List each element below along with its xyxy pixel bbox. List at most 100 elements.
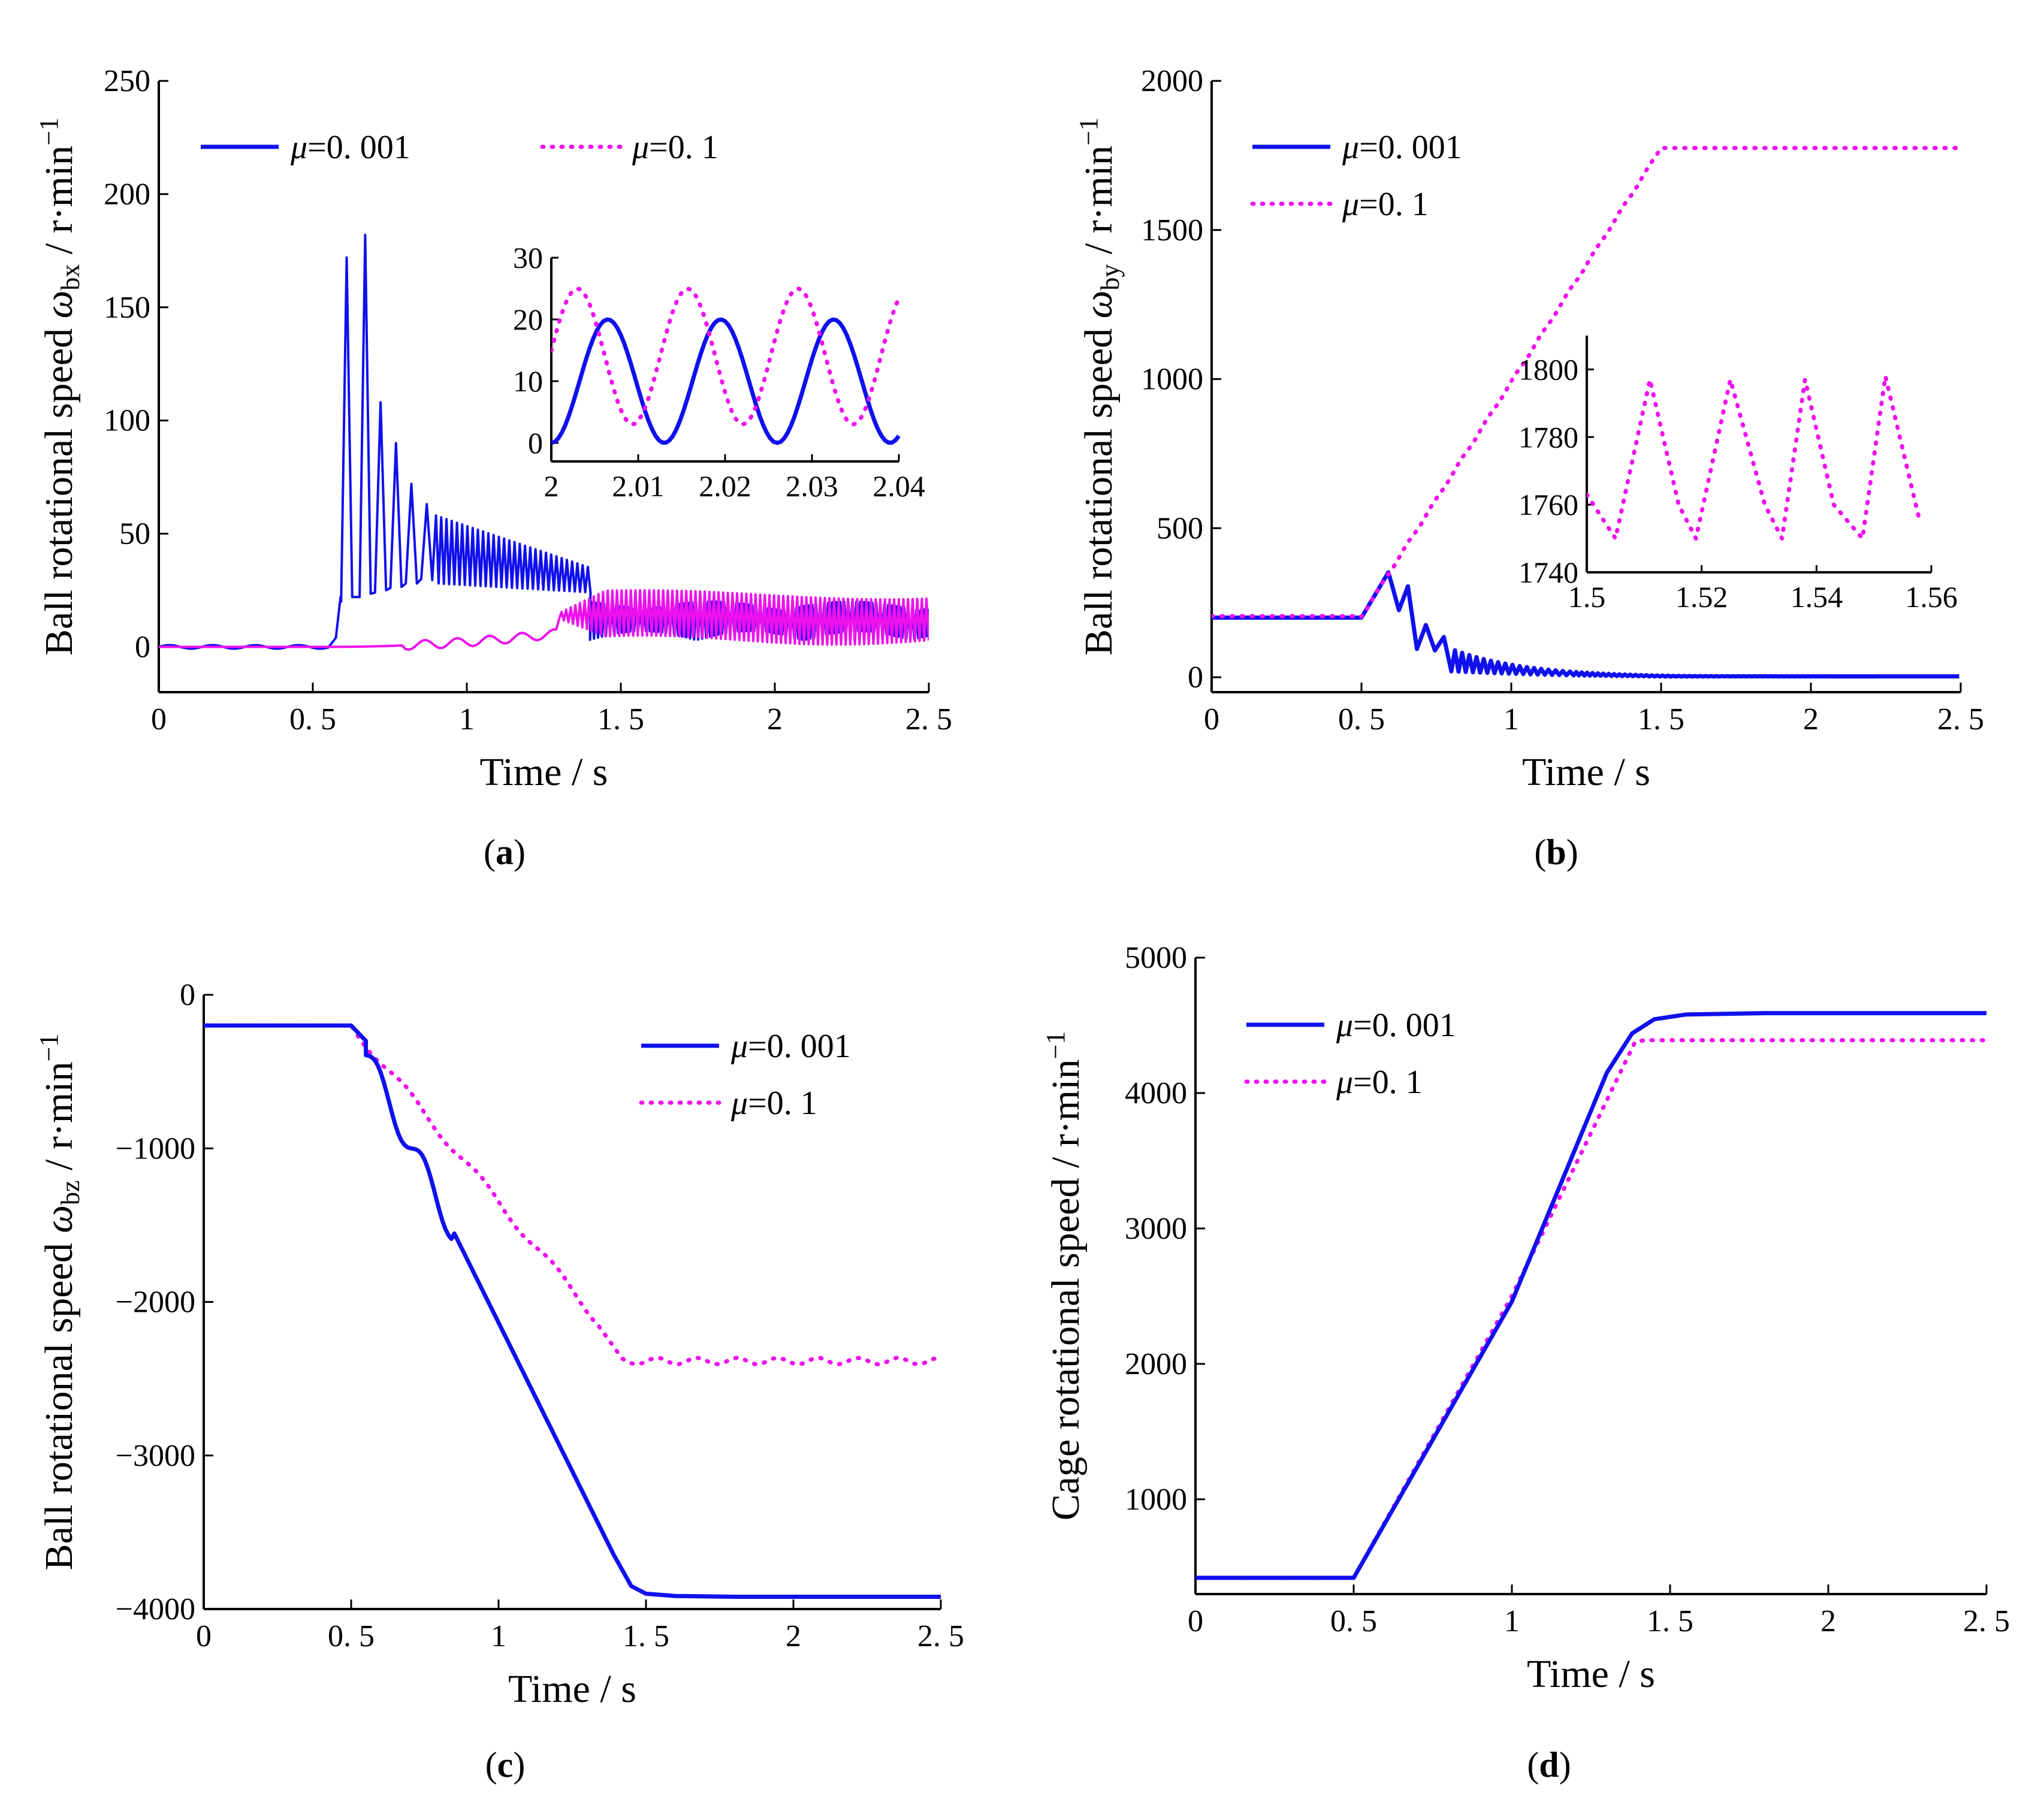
legend-mu-0-001-label: μ=0. 001: [1342, 129, 1462, 166]
panel-label: (a): [484, 832, 526, 872]
panel-d-y-tick-label: 5000: [1125, 941, 1187, 975]
inset-x-tick-label: 1.52: [1675, 580, 1728, 614]
inset-x-tick-label: 2.01: [612, 469, 665, 503]
series-mu-0-1-line: [1212, 146, 1961, 619]
inset-series-mu-0-1-line: [551, 286, 901, 427]
inset-plot-area: [551, 286, 901, 445]
panel-c-x-tick-label: 0. 5: [328, 1619, 375, 1653]
y-axis-label: Cage rotational speed / r·min−1: [1041, 1031, 1088, 1521]
x-axis-label: Time / s: [480, 750, 608, 794]
inset-background: [1587, 336, 1931, 572]
x-axis-label: Time / s: [508, 1667, 636, 1711]
panel-d-x-tick-label: 0. 5: [1330, 1604, 1377, 1638]
panel-c-x-tick-label: 1. 5: [623, 1619, 669, 1653]
inset: 2 2.01 2.02 2.03 2.04 0 10 20 30: [513, 241, 925, 503]
panel-d-x-tick-label: 2: [1820, 1604, 1836, 1638]
panel-d-x-tick-label: 0: [1188, 1604, 1203, 1638]
panel-a-plot-area: [159, 233, 929, 651]
legend-mu-0-1-label: μ=0. 1: [1342, 186, 1429, 223]
panel-a-y-tick-label: 250: [104, 64, 150, 98]
panel-c-y-tick-label: −1000: [116, 1131, 195, 1166]
panel-d-y-tick-label: 3000: [1125, 1212, 1187, 1246]
panel-d-x-tick-label: 1. 5: [1647, 1604, 1693, 1638]
panel-b: 0 0. 5 1 1. 5 2 2. 5 0 500 1000 1500 2000 Time / s B…: [1074, 64, 1984, 872]
series-mu-0-1-line: [204, 1023, 940, 1367]
panel-b-y-tick-label: 2000: [1141, 64, 1203, 98]
inset-series-mu-0-001-line: [551, 317, 901, 445]
panel-b-x-tick-label: 1: [1503, 702, 1519, 737]
inset-y-tick-label: 1780: [1518, 420, 1578, 454]
inset-x-tick-label: 2.03: [786, 469, 838, 503]
panel-a-y-tick-label: 0: [135, 630, 150, 664]
panel-d-y-tick-label: 2000: [1125, 1347, 1187, 1381]
series-mu-0-001-line: [204, 1023, 941, 1599]
panel-b-x-tick-label: 0: [1204, 702, 1219, 737]
panel-d: 0 0. 5 1 1. 5 2 2. 5 1000 2000 3000 4000 5000 Time …: [1041, 941, 2010, 1785]
legend: μ=0. 001 μ=0. 1: [639, 1028, 851, 1122]
panel-label: (c): [485, 1745, 526, 1785]
panel-c-x-tick-label: 1: [491, 1619, 506, 1653]
x-axis-label: Time / s: [1522, 750, 1650, 794]
panel-a-x-tick-label: 0. 5: [289, 702, 336, 737]
panel-a-x-tick-label: 2: [767, 702, 783, 737]
legend-mu-0-1-label: μ=0. 1: [632, 129, 718, 166]
panel-c-x-tick-label: 2: [786, 1619, 801, 1653]
x-axis-label: Time / s: [1527, 1652, 1655, 1696]
panel-a-y-tick-label: 150: [104, 291, 150, 325]
inset-x-tick-label: 2.02: [699, 469, 751, 503]
inset-x-tick-label: 2.04: [872, 469, 925, 503]
panel-b-x-tick-label: 1. 5: [1638, 702, 1684, 737]
inset-y-tick-label: 1760: [1518, 488, 1578, 521]
panel-a-y-tick-label: 50: [119, 517, 150, 551]
inset-y-tick-label: 20: [513, 303, 543, 336]
panel-c-x-tick-label: 0: [196, 1619, 212, 1653]
panel-c-y-tick-label: 0: [180, 978, 195, 1012]
inset-y-tick-label: 0: [528, 426, 543, 460]
y-axis-label: Ball rotational speed ωbz / r·min−1: [34, 1034, 85, 1571]
inset-y-tick-label: 1740: [1518, 556, 1578, 589]
legend: μ=0. 001 μ=0. 1: [1244, 1007, 1456, 1101]
panel-b-y-tick-label: 1500: [1141, 213, 1203, 248]
legend-mu-0-1-label: μ=0. 1: [730, 1085, 817, 1122]
inset-background: [551, 258, 899, 461]
series-mu-0-001-line: [1195, 1011, 1986, 1580]
inset-y-tick-label: 1800: [1518, 352, 1578, 386]
series-mu-0-001-line: [1212, 570, 1960, 679]
inset: 1.5 1.52 1.54 1.56 1740 1760 1780 1800: [1518, 336, 1958, 614]
series-mu-0-1-line: [1195, 1038, 1986, 1580]
panel-d-x-tick-label: 2. 5: [1963, 1604, 2010, 1638]
panel-c-y-tick-label: −4000: [116, 1592, 195, 1626]
panel-c-y-tick-label: −3000: [116, 1439, 195, 1473]
inset-x-tick-label: 1.5: [1568, 580, 1606, 614]
panel-b-y-tick-label: 0: [1188, 660, 1203, 695]
inset-x-tick-label: 2: [544, 469, 559, 503]
inset-plot-area: [1587, 374, 1922, 541]
inset-y-tick-label: 30: [513, 241, 543, 274]
y-axis-label: Ball rotational speed ωbx / r·min−1: [34, 117, 85, 656]
panel-b-x-tick-label: 2. 5: [1937, 702, 1984, 737]
panel-a-x-tick-label: 0: [151, 702, 167, 737]
panel-c: 0 0. 5 1 1. 5 2 2. 5 −4000 −3000 −2000 −1000 0 Time…: [34, 978, 964, 1785]
y-axis-label: Ball rotational speed ωby / r·min−1: [1074, 117, 1125, 656]
panel-c-plot-area: [204, 1023, 941, 1599]
inset-series-mu-0-1-line: [1587, 374, 1922, 541]
panel-b-y-tick-label: 1000: [1141, 363, 1203, 397]
inset-x-tick-label: 1.54: [1791, 580, 1843, 614]
panel-a-x-tick-label: 2. 5: [905, 702, 952, 737]
inset-y-tick-label: 10: [513, 364, 543, 398]
inset-x-tick-label: 1.56: [1905, 580, 1958, 614]
legend-mu-0-001-label: μ=0. 001: [730, 1028, 851, 1065]
panel-a-x-tick-label: 1: [459, 702, 475, 737]
panel-b-x-tick-label: 0. 5: [1338, 702, 1385, 737]
panel-b-x-tick-label: 2: [1803, 702, 1819, 737]
panel-b-y-tick-label: 500: [1157, 511, 1203, 545]
panel-d-plot-area: [1195, 1011, 1986, 1580]
panel-label: (d): [1527, 1745, 1571, 1785]
panel-a-y-tick-label: 100: [104, 404, 150, 438]
panel-b-plot-area: [1212, 146, 1961, 679]
panel-c-y-tick-label: −2000: [116, 1285, 195, 1320]
panel-d-x-tick-label: 1: [1504, 1604, 1520, 1638]
legend-mu-0-001-label: μ=0. 001: [1336, 1007, 1456, 1044]
